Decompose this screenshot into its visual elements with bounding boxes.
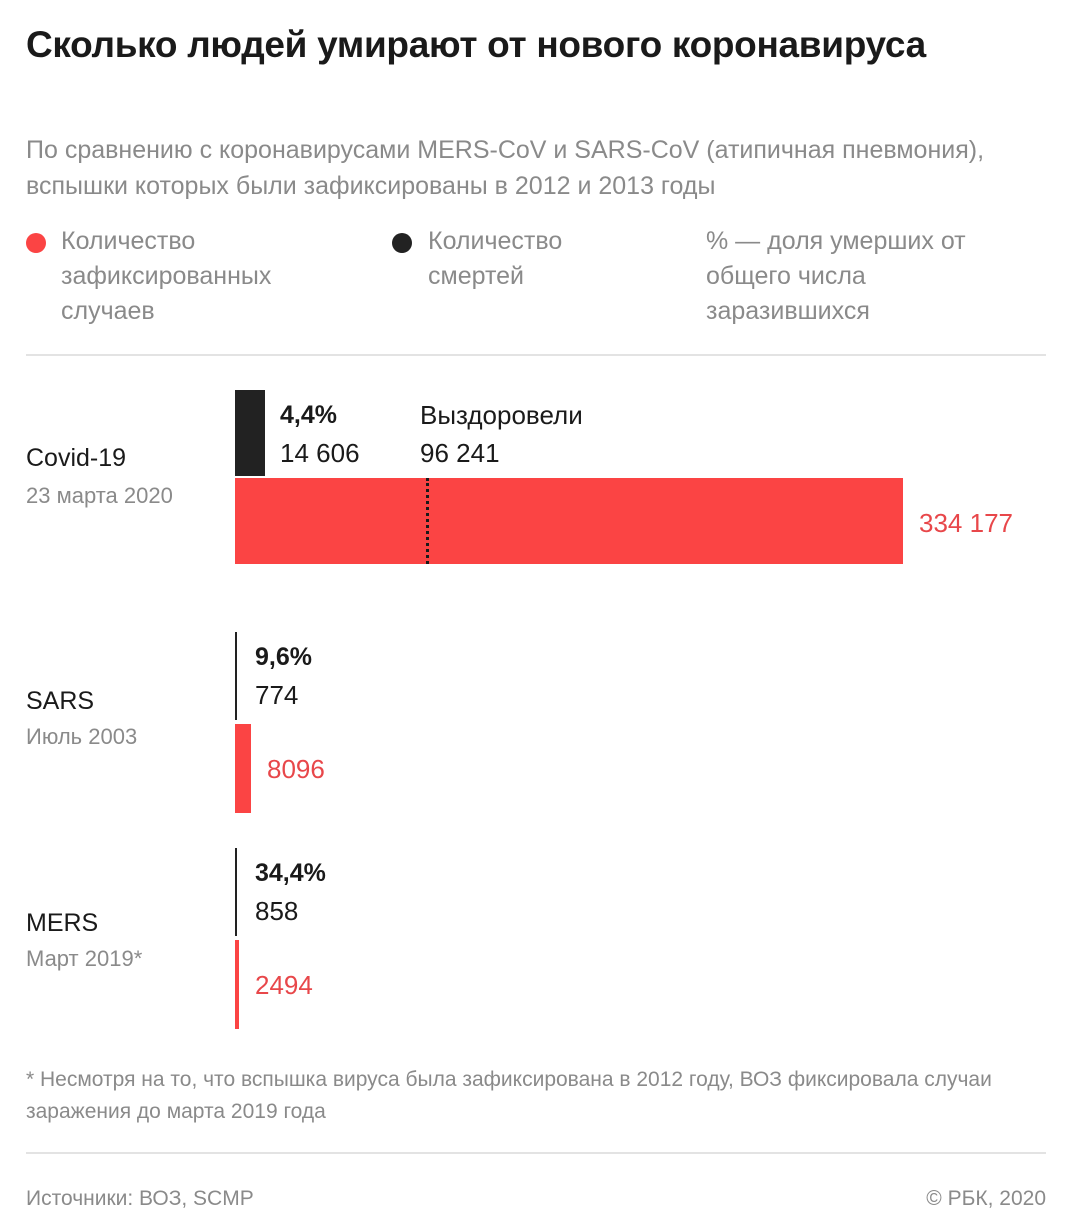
cases-bar-1: [235, 724, 251, 813]
chart-title: Сколько людей умирают от нового коронави…: [26, 24, 926, 65]
sources: Источники: ВОЗ, SCMP: [26, 1187, 254, 1210]
recovered-marker: [426, 478, 429, 564]
deaths-value-0: 14 606: [280, 438, 360, 468]
row-date-2: Март 2019*: [26, 946, 143, 971]
recovered-label: Выздоровели: [420, 400, 583, 430]
death-share-2: 34,4%: [255, 859, 326, 887]
row-name-2: MERS: [26, 909, 99, 937]
legend-cases-dot: [26, 233, 46, 253]
deaths-value-2: 858: [255, 896, 299, 926]
row-date-0: 23 марта 2020: [26, 483, 173, 508]
row-name-0: Covid-19: [26, 444, 127, 472]
legend-percent-label: % — доля умерших от общего числа заразив…: [706, 227, 966, 325]
row-name-1: SARS: [26, 687, 95, 715]
recovered-value: 96 241: [420, 438, 500, 468]
legend-deaths-dot: [392, 233, 412, 253]
deaths-value-1: 774: [255, 680, 299, 710]
cases-value-2: 2494: [255, 970, 313, 1000]
deaths-bar-1: [235, 632, 237, 720]
cases-value-0: 334 177: [919, 508, 1013, 538]
legend-divider: [26, 354, 1046, 356]
footer-divider: [26, 1152, 1046, 1154]
copyright: © РБК, 2020: [926, 1187, 1046, 1210]
deaths-bar-2: [235, 848, 237, 936]
deaths-bar-0: [235, 390, 265, 476]
death-share-0: 4,4%: [280, 401, 337, 429]
cases-bar-0: [235, 478, 903, 564]
row-date-1: Июль 2003: [26, 724, 138, 749]
cases-value-1: 8096: [267, 754, 325, 784]
footnote: * Несмотря на то, что вспышка вируса был…: [26, 1068, 992, 1123]
death-share-1: 9,6%: [255, 643, 312, 671]
legend-deaths-label: Количество смертей: [428, 227, 563, 290]
legend-cases-label: Количество зафиксированных случаев: [61, 227, 272, 325]
chart-subtitle: По сравнению с коронавирусами MERS-CoV и…: [26, 136, 985, 200]
cases-bar-2: [235, 940, 239, 1029]
